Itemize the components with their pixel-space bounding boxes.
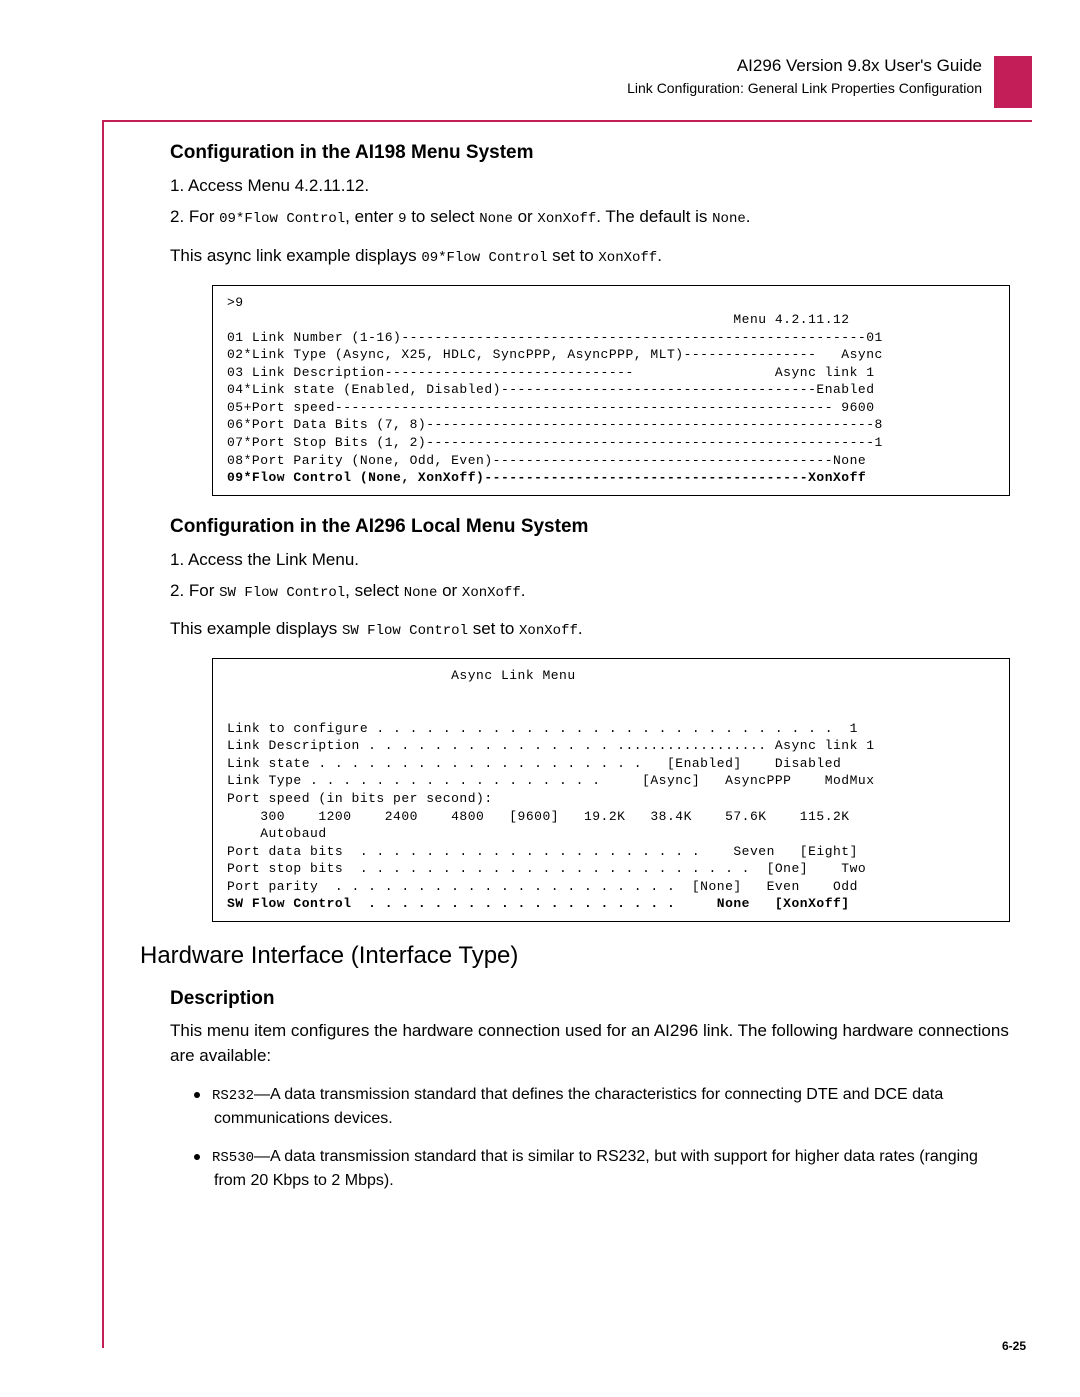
section2-code: Async Link Menu Link to configure . . . … [212,658,1010,922]
page-content: Configuration in the AI198 Menu System 1… [170,142,1010,1207]
page-header: AI296 Version 9.8x User's Guide Link Con… [627,56,1032,108]
section1-step1: 1. Access Menu 4.2.11.12. [190,172,1010,199]
header-color-bar [994,56,1032,108]
section1-para: This async link example displays 09*Flow… [170,243,1010,269]
section1-code: >9 Menu 4.2.11.12 01 Link Number (1-16)-… [212,285,1010,496]
section2-step2: 2. For SW Flow Control, select None or X… [190,577,1010,604]
bullet-dot-icon [194,1154,200,1160]
section2-heading: Configuration in the AI296 Local Menu Sy… [170,516,1010,538]
header-title: AI296 Version 9.8x User's Guide [627,56,982,76]
bullet-dot-icon [194,1092,200,1098]
section3-sub: Description [170,988,1010,1010]
section1-heading: Configuration in the AI198 Menu System [170,142,1010,164]
section2-step1: 1. Access the Link Menu. [190,546,1010,573]
section2-para: This example displays SW Flow Control se… [170,616,1010,642]
bullet-rs530: RS530—A data transmission standard that … [214,1145,1010,1193]
page-number: 6-25 [1002,1339,1026,1353]
header-subtitle: Link Configuration: General Link Propert… [627,80,982,96]
side-rule [102,120,104,1348]
section1-step2: 2. For 09*Flow Control, enter 9 to selec… [190,203,1010,230]
bullet-rs232: RS232—A data transmission standard that … [214,1083,1010,1131]
section3-heading: Hardware Interface (Interface Type) [140,942,1010,970]
section3-para: This menu item configures the hardware c… [170,1018,1010,1069]
top-rule [102,120,1032,122]
